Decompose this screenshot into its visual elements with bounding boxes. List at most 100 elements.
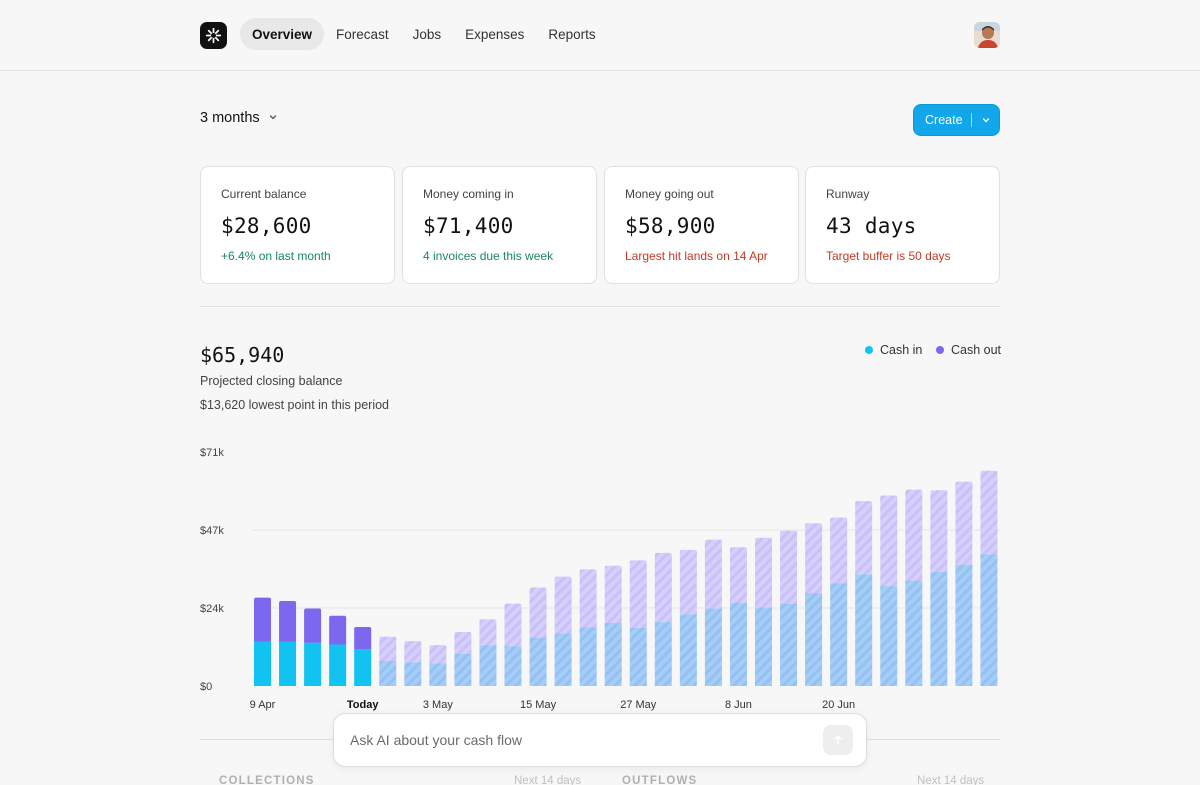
ask-ai-bar bbox=[333, 713, 867, 767]
bar-cash-out bbox=[404, 641, 422, 663]
create-divider bbox=[971, 113, 972, 127]
create-button-label: Create bbox=[925, 113, 963, 127]
logo-icon[interactable] bbox=[200, 22, 227, 49]
x-tick-label: 20 Jun bbox=[822, 699, 855, 711]
lowest-point-text: $13,620 lowest point in this period bbox=[200, 398, 390, 412]
arrow-up-icon bbox=[834, 735, 842, 745]
bar-cash-out bbox=[504, 603, 522, 647]
bar-cash-out bbox=[254, 597, 271, 642]
bar-cash-in bbox=[379, 660, 397, 686]
bar-cash-out bbox=[304, 608, 322, 643]
card-money-coming-in[interactable]: Money coming in $71,400 4 invoices due t… bbox=[402, 166, 597, 284]
main-nav: Overview Forecast Jobs Expenses Reports bbox=[240, 18, 608, 50]
bar-cash-out bbox=[554, 576, 572, 634]
bar-cash-out bbox=[780, 530, 798, 604]
bar-cash-in bbox=[780, 603, 798, 686]
top-nav-bar: Overview Forecast Jobs Expenses Reports bbox=[0, 0, 1200, 71]
x-tick-label: 15 May bbox=[520, 699, 557, 711]
y-tick-label: $71k bbox=[200, 447, 224, 459]
bar-cash-out bbox=[755, 537, 772, 608]
bar-cash-in bbox=[454, 653, 472, 686]
bar-cash-in bbox=[830, 583, 848, 686]
collections-header: COLLECTIONS bbox=[219, 775, 315, 785]
legend-cash-in-label: Cash in bbox=[880, 343, 923, 357]
bar-cash-in bbox=[354, 649, 372, 686]
chevron-down-icon bbox=[982, 118, 989, 123]
bar-cash-in bbox=[855, 574, 873, 686]
bar-cash-out bbox=[479, 619, 497, 646]
card-current-balance[interactable]: Current balance $28,600 +6.4% on last mo… bbox=[200, 166, 395, 284]
bar-cash-in bbox=[629, 627, 647, 686]
bar-cash-out bbox=[880, 495, 898, 587]
bar-cash-out bbox=[679, 549, 697, 615]
send-button[interactable] bbox=[823, 725, 853, 755]
nav-item-jobs[interactable]: Jobs bbox=[412, 26, 442, 42]
legend-cash-out[interactable]: Cash out bbox=[936, 343, 1001, 357]
bar-cash-in bbox=[254, 641, 271, 686]
collections-note: Next 14 days bbox=[514, 775, 582, 785]
bar-cash-out bbox=[604, 565, 622, 624]
bar-cash-out bbox=[704, 539, 722, 609]
bar-cash-out bbox=[579, 569, 597, 628]
ask-ai-input[interactable] bbox=[350, 728, 810, 752]
y-tick-label: $0 bbox=[200, 681, 212, 693]
card-subtext: 4 invoices due this week bbox=[423, 249, 554, 263]
bar-cash-in bbox=[704, 608, 722, 686]
bar-cash-out bbox=[429, 645, 447, 664]
card-title: Money going out bbox=[625, 187, 714, 201]
bar-cash-in bbox=[429, 663, 447, 686]
legend-cash-in[interactable]: Cash in bbox=[865, 343, 922, 357]
card-runway[interactable]: Runway 43 days Target buffer is 50 days bbox=[805, 166, 1000, 284]
bar-cash-out bbox=[855, 501, 873, 575]
section-divider bbox=[200, 306, 1000, 307]
bar-cash-in bbox=[529, 637, 547, 686]
bar-cash-out bbox=[830, 517, 848, 584]
bar-cash-in bbox=[880, 586, 898, 686]
projected-closing-value: $65,940 bbox=[200, 343, 285, 367]
cash-out-dot-icon bbox=[936, 346, 944, 354]
card-subtext: Largest hit lands on 14 Apr bbox=[625, 249, 768, 263]
bar-cash-in bbox=[404, 662, 422, 686]
bar-cash-out bbox=[279, 600, 297, 642]
card-title: Current balance bbox=[221, 187, 307, 201]
bar-cash-in bbox=[479, 645, 497, 686]
legend-cash-out-label: Cash out bbox=[951, 343, 1002, 357]
card-money-going-out[interactable]: Money going out $58,900 Largest hit land… bbox=[604, 166, 799, 284]
bar-cash-in bbox=[504, 646, 522, 686]
bar-cash-out bbox=[379, 636, 397, 661]
bar-cash-in bbox=[554, 633, 572, 686]
avatar[interactable] bbox=[974, 22, 1000, 48]
bar-cash-in bbox=[604, 623, 622, 686]
x-tick-label: 8 Jun bbox=[725, 699, 752, 711]
bar-cash-in bbox=[304, 642, 322, 686]
stat-cards: Current balance $28,600 +6.4% on last mo… bbox=[200, 166, 1000, 284]
card-value: $71,400 bbox=[423, 214, 514, 238]
projected-closing-label: Projected closing balance bbox=[200, 374, 343, 388]
bar-cash-in bbox=[579, 627, 597, 686]
period-selector[interactable]: 3 months bbox=[200, 110, 278, 126]
nav-item-expenses[interactable]: Expenses bbox=[465, 26, 525, 42]
bar-cash-in bbox=[930, 571, 948, 686]
bar-cash-out bbox=[805, 523, 823, 594]
bar-cash-out bbox=[930, 490, 948, 572]
bar-cash-out bbox=[629, 560, 647, 628]
bar-cash-out bbox=[729, 547, 747, 603]
x-tick-label: 3 May bbox=[423, 699, 453, 711]
y-tick-label: $24k bbox=[200, 603, 224, 615]
create-dropdown-toggle[interactable] bbox=[972, 115, 999, 125]
bar-cash-in bbox=[805, 593, 823, 686]
bar-cash-in bbox=[654, 622, 672, 686]
nav-item-overview[interactable]: Overview bbox=[240, 18, 325, 50]
nav-item-forecast[interactable]: Forecast bbox=[336, 26, 389, 42]
bar-cash-out bbox=[980, 470, 998, 555]
bar-cash-in bbox=[755, 607, 772, 686]
nav-item-reports[interactable]: Reports bbox=[548, 26, 596, 42]
y-tick-label: $47k bbox=[200, 525, 224, 537]
card-value: 43 days bbox=[826, 214, 917, 238]
cash-flow-chart: $71k $47k $24k $0 9 Apr Today 3 May 15 May 27 M… bbox=[200, 447, 1000, 711]
bar-cash-in bbox=[905, 580, 923, 686]
card-value: $28,600 bbox=[221, 214, 312, 238]
create-button[interactable]: Create bbox=[913, 104, 1000, 136]
bar-cash-out bbox=[329, 615, 347, 645]
card-subtext: Target buffer is 50 days bbox=[826, 249, 951, 263]
